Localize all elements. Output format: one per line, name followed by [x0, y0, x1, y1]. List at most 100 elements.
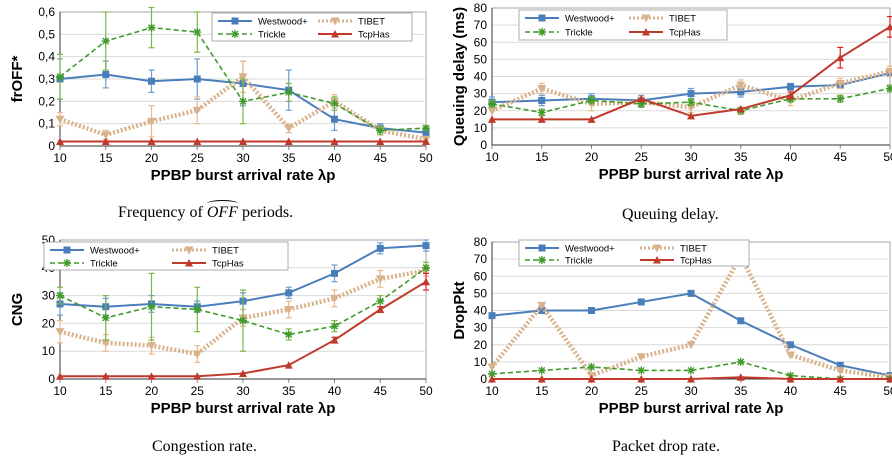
y-tick-label: 80: [474, 235, 488, 249]
tibet-marker: [686, 341, 696, 350]
chart-panel-droppkt: 01020304050607080101520253035404550PPBP …: [450, 228, 892, 428]
trickle-line: [59, 267, 427, 336]
legend-tibet-marker: [184, 246, 194, 255]
y-tick-label: 0,6: [38, 5, 55, 19]
trickle-marker: [687, 98, 695, 107]
westwood-marker: [102, 71, 110, 79]
x-tick-label: 10: [485, 384, 499, 398]
y-tick-label: 0: [48, 372, 55, 386]
legend-tibet-marker: [652, 244, 662, 253]
legend-tibet-marker: [641, 14, 651, 23]
tibet-marker: [147, 117, 156, 126]
legend-trickle-marker: [538, 256, 546, 264]
series-trickle: [488, 84, 892, 117]
legend-tcphas-marker: [185, 259, 193, 267]
x-tick-label: 50: [883, 150, 892, 164]
x-tick-label: 45: [374, 151, 388, 165]
legend: Westwood+ TIBET Trickle TcpHas: [43, 241, 289, 271]
y-tick-label: 0: [480, 138, 487, 152]
x-tick-label: 30: [684, 150, 698, 164]
y-axis-label: Queuing delay (ms): [451, 7, 468, 146]
y-tick-label: 0: [480, 372, 487, 386]
legend-trickle-marker: [63, 259, 71, 267]
froff-chart: 0 0,1 0,2 0,3 0,4 0,5 0,6 10 15 20 25 30 35 40 45 50 PPB…: [9, 5, 433, 184]
caption-froff-before: Frequency of: [118, 204, 207, 221]
x-tick-label: 10: [485, 150, 499, 164]
tcphas-marker: [836, 375, 845, 383]
legend-westwood-label: Westwood+: [258, 17, 308, 28]
trickle-marker: [284, 330, 293, 339]
tibet-marker: [636, 353, 646, 362]
x-axis-label: PPBP burst arrival rate λp: [151, 167, 336, 184]
trickle-marker: [330, 322, 339, 331]
legend-trickle-label: Trickle: [565, 28, 593, 39]
x-tick-label: 35: [734, 150, 748, 164]
legend-tcphas-marker: [331, 30, 339, 38]
cng-chart: 01020304050101520253035404550PPBP burst …: [9, 233, 433, 417]
y-axis-label: frOFF*: [9, 56, 26, 103]
tcphas-marker: [637, 375, 646, 383]
tcphas-marker: [101, 137, 110, 146]
tcphas-marker: [488, 115, 496, 123]
tcphas-marker: [786, 91, 795, 99]
westwood-marker: [488, 312, 496, 320]
westwood-marker: [787, 341, 794, 349]
x-tick-label: 45: [374, 384, 388, 398]
westwood-marker: [193, 75, 201, 83]
y-tick-label: 0,5: [38, 27, 55, 41]
y-tick-label: 70: [474, 252, 488, 266]
x-tick-label: 45: [834, 150, 848, 164]
trickle-line: [491, 361, 890, 380]
tcphas-marker: [537, 375, 546, 383]
y-tick-label: 0,3: [38, 72, 55, 86]
caption-queuing-delay: Queuing delay.: [622, 206, 719, 224]
tcphas-marker: [284, 137, 293, 146]
caption-froff-math-hat: [206, 200, 238, 207]
y-tick-label: 70: [474, 18, 488, 32]
trickle-marker: [147, 23, 156, 32]
caption-droppkt: Packet drop rate.: [612, 438, 720, 456]
trickle-marker: [537, 366, 546, 375]
y-tick-label: 40: [474, 304, 488, 318]
tcphas-marker: [587, 115, 596, 123]
x-tick-label: 15: [99, 384, 113, 398]
tibet-marker: [487, 107, 497, 116]
x-tick-label: 10: [53, 384, 67, 398]
trickle-marker: [836, 94, 845, 103]
legend-tibet-label: TIBET: [212, 246, 239, 257]
x-tick-label: 50: [419, 151, 433, 165]
legend-tcphas-label: TcpHas: [680, 256, 712, 267]
legend-westwood-label: Westwood+: [90, 246, 140, 257]
tibet-marker: [55, 328, 65, 337]
x-tick-label: 15: [535, 384, 549, 398]
legend-box: [518, 239, 750, 267]
y-tick-label: 30: [474, 87, 488, 101]
x-tick-label: 40: [328, 384, 342, 398]
y-tick-label: 0,1: [38, 117, 55, 131]
legend: Westwood+ TIBET Trickle TcpHas: [518, 239, 750, 267]
legend-tibet-label: TIBET: [669, 14, 696, 25]
westwood-marker: [538, 96, 546, 104]
legend-box: [43, 241, 289, 271]
tcphas-marker: [422, 137, 430, 146]
trickle-marker: [56, 72, 64, 81]
tibet-marker: [55, 115, 65, 124]
tcphas-marker: [422, 277, 430, 286]
trickle-marker: [488, 369, 496, 378]
caption-cng: Congestion rate.: [152, 438, 257, 456]
y-tick-label: 30: [474, 321, 488, 335]
x-tick-label: 20: [585, 384, 599, 398]
tcphas-marker: [147, 137, 156, 146]
trickle-marker: [376, 297, 385, 306]
legend-tcphas-marker: [642, 28, 650, 36]
x-tick-label: 35: [734, 384, 748, 398]
y-tick-label: 10: [474, 121, 488, 135]
legend-tibet-marker: [330, 17, 340, 26]
legend-tibet-label: TIBET: [358, 17, 385, 28]
series-tcphas: [488, 15, 892, 123]
x-tick-label: 40: [784, 150, 798, 164]
trickle-marker: [537, 108, 546, 117]
tcphas-marker: [537, 115, 546, 123]
x-tick-label: 20: [145, 151, 159, 165]
westwood-marker: [836, 361, 844, 369]
